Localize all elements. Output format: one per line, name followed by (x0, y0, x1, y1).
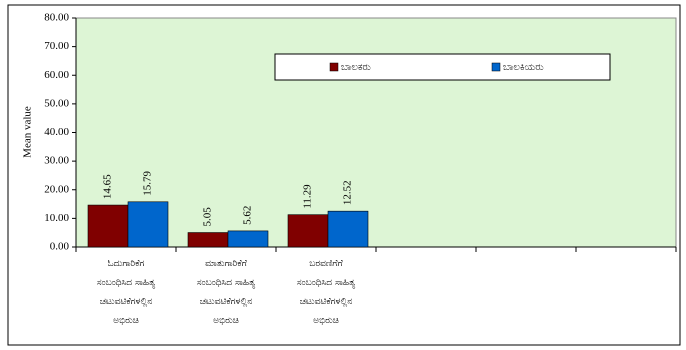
legend-swatch (329, 62, 339, 72)
value-label: 15.79 (142, 171, 154, 196)
y-tick-label: 20.00 (44, 183, 69, 195)
y-tick-label: 70.00 (44, 40, 69, 52)
value-label: 14.65 (102, 174, 114, 199)
bar (87, 204, 129, 248)
x-tick-label: ಓದುಗಾರಿಕೆಗ ಸಂಬಂಧಿಸಿದ ಸಾಹಿತ್ಯ ಚಟುವಟಿಕೆಗಳಲ… (96, 259, 156, 326)
value-label: 11.29 (302, 184, 314, 209)
y-tick-label: 40.00 (44, 126, 69, 138)
y-tick-label: 10.00 (44, 212, 69, 224)
value-label: 12.52 (342, 180, 354, 205)
x-tick-label: ಮಾತುಗಾರಿಕೆಗೆ ಸಂಬಂಧಿಸಿದ ಸಾಹಿತ್ಯ ಚಟುವಟಿಕೆಗ… (196, 259, 256, 326)
bar (127, 201, 169, 248)
legend-swatch (491, 62, 501, 72)
legend-label: ಬಾಲಕರು (341, 62, 371, 73)
y-axis-label: Mean value (22, 106, 34, 158)
legend-label: ಬಾಲಕಿಯರು (503, 62, 544, 73)
bar (327, 210, 369, 248)
y-tick-label: 80.00 (44, 12, 69, 24)
bar (227, 230, 269, 248)
value-label: 5.62 (242, 206, 254, 225)
y-tick-label: 60.00 (44, 69, 69, 81)
y-tick-label: 30.00 (44, 155, 69, 167)
x-tick-label: ಬರವಣಿಗೆಗೆ ಸಂಬಂಧಿಸಿದ ಸಾಹಿತ್ಯ ಚಟುವಟಿಕೆಗಳಲ್… (296, 259, 356, 326)
bar (187, 232, 229, 248)
value-label: 5.05 (202, 207, 214, 227)
y-tick-label: 50.00 (44, 97, 69, 109)
y-tick-label: 0.00 (50, 241, 70, 253)
legend-box (274, 53, 611, 81)
bar (287, 214, 329, 248)
